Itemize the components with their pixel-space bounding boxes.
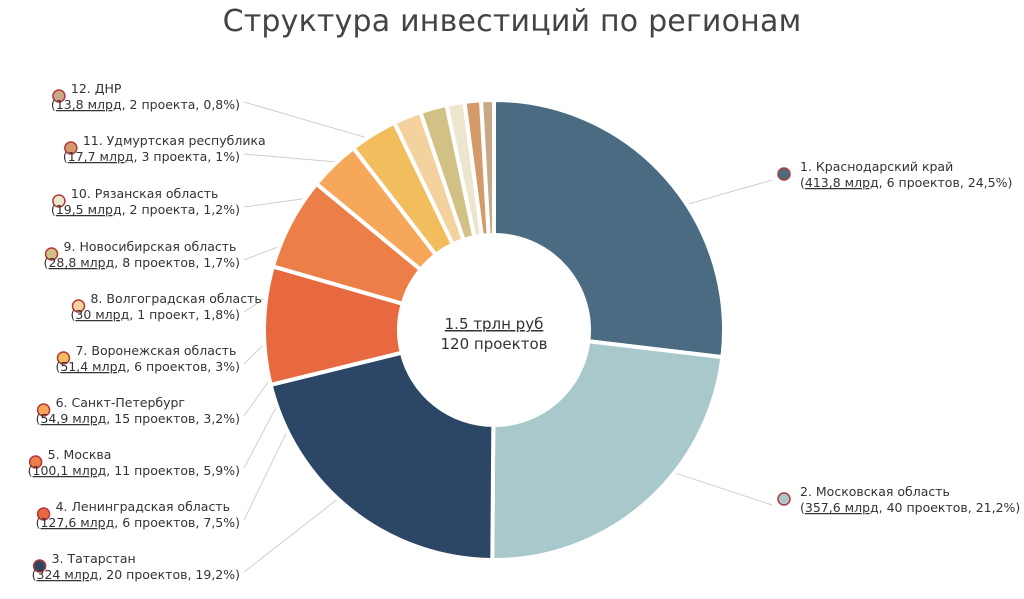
volgograd-oblast-coat-of-arms-icon: [71, 299, 86, 313]
saint-petersburg-coat-of-arms-icon: [36, 403, 51, 417]
ryazan-oblast-coat-of-arms-icon: [52, 194, 66, 208]
donut-center: 1.5 трлн руб 120 проектов: [441, 315, 548, 353]
slice-label-value: (51,4 млрд, 6 проектов, 3%): [55, 359, 240, 374]
chart-title: Структура инвестиций по регионам: [222, 4, 802, 39]
krasnodar-coat-of-arms-icon: [777, 167, 791, 181]
tatarstan-coat-of-arms-icon: [32, 559, 47, 573]
slice-labels: 1. Краснодарский край(413,8 млрд, 6 прое…: [28, 81, 1021, 582]
slice-label-value: (324 млрд, 20 проектов, 19,2%): [32, 567, 240, 582]
slice-label-name: 2. Московская область: [800, 484, 950, 499]
slice-label-name: 9. Новосибирская область: [64, 239, 237, 254]
slice-label-value: (127,6 млрд, 6 проектов, 7,5%): [36, 515, 240, 530]
slice-label-name: 11. Удмуртская республика: [83, 133, 266, 148]
donut-slice: [478, 97, 496, 238]
slice-label-name: 1. Краснодарский край: [800, 159, 953, 174]
slice-label-name: 7. Воронежская область: [75, 343, 236, 358]
slice-label-name: 12. ДНР: [71, 81, 122, 96]
moscow-oblast-coat-of-arms-icon: [777, 492, 791, 506]
center-projects: 120 проектов: [441, 335, 548, 353]
donut-slice: [492, 97, 726, 360]
voronezh-oblast-coat-of-arms-icon: [56, 351, 71, 365]
slice-label-name: 4. Ленинградская область: [56, 499, 230, 514]
slice-label-value: (19,5 млрд, 2 проекта, 1,2%): [51, 202, 240, 217]
leningrad-oblast-coat-of-arms-icon: [36, 507, 51, 521]
slice-label-name: 5. Москва: [48, 447, 112, 462]
novosibirsk-oblast-coat-of-arms-icon: [44, 247, 59, 261]
slice-label-name: 10. Рязанская область: [71, 186, 219, 201]
center-total: 1.5 трлн руб: [445, 315, 544, 333]
donut-slice: [268, 350, 496, 563]
slice-label-value: (54,9 млрд, 15 проектов, 3,2%): [36, 411, 240, 426]
slice-label-value: (17,7 млрд, 3 проекта, 1%): [63, 149, 240, 164]
donut-slice: [490, 338, 725, 562]
slice-label-name: 3. Татарстан: [52, 551, 136, 566]
dnr-coat-of-arms-icon: [52, 89, 66, 103]
slice-label-name: 6. Санкт-Петербург: [56, 395, 185, 410]
slice-label-value: (100,1 млрд, 11 проектов, 5,9%): [28, 463, 240, 478]
slice-label-value: (413,8 млрд, 6 проектов, 24,5%): [800, 175, 1012, 190]
slice-label-value: (28,8 млрд, 8 проектов, 1,7%): [44, 255, 240, 270]
udmurtia-coat-of-arms-icon: [64, 141, 78, 155]
slice-label-name: 8. Волгоградская область: [90, 291, 261, 306]
slice-label-value: (13,8 млрд, 2 проекта, 0,8%): [51, 97, 240, 112]
donut-slices: [262, 97, 726, 563]
slice-label-value: (357,6 млрд, 40 проектов, 21,2%): [800, 500, 1020, 515]
moscow-coat-of-arms-icon: [28, 455, 43, 469]
slice-label-value: (30 млрд, 1 проект, 1,8%): [70, 307, 240, 322]
